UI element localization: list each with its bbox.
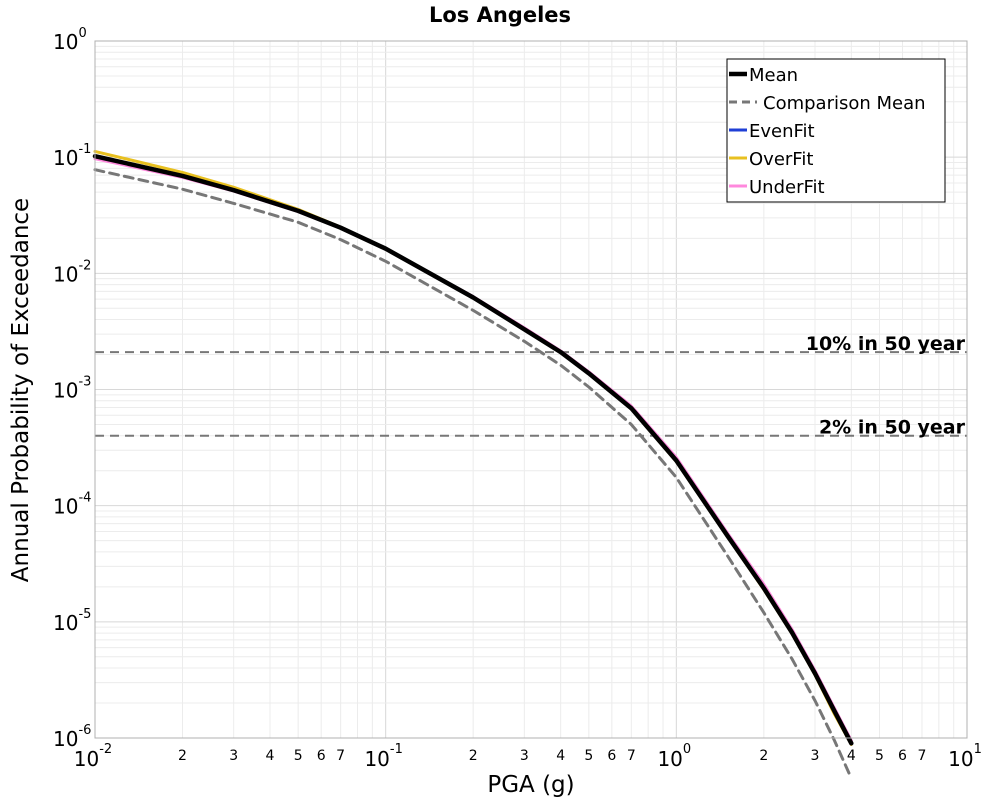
- legend-box: [726, 58, 946, 203]
- reference-line-label: 2% in 50 year: [819, 417, 966, 439]
- x-minor-tick-label: 5: [294, 748, 303, 764]
- y-tick-label: 10-3: [53, 375, 91, 403]
- x-tick-label: 100: [657, 742, 691, 771]
- legend: Mean Comparison Mean EvenFit OverFit UnderFi…: [726, 58, 946, 203]
- x-tick-label: 10-2: [74, 742, 112, 771]
- x-minor-tick-label: 3: [520, 748, 529, 764]
- x-minor-tick-label: 2: [469, 748, 478, 764]
- legend-label: OverFit: [749, 149, 813, 170]
- y-tick-label: 10-6: [53, 723, 91, 751]
- x-minor-tick-label: 4: [556, 748, 565, 764]
- chart-title: Los Angeles: [429, 3, 571, 27]
- x-minor-tick-label: 5: [875, 748, 884, 764]
- y-tick-label: 10-5: [53, 607, 91, 635]
- y-tick-label: 10-2: [53, 258, 91, 286]
- x-minor-tick-label: 7: [918, 748, 927, 764]
- legend-label: EvenFit: [749, 121, 815, 142]
- x-minor-tick-label: 2: [178, 748, 187, 764]
- grid: [94, 41, 967, 739]
- x-minor-tick-label: 6: [898, 748, 907, 764]
- x-minor-tick-label: 6: [317, 748, 326, 764]
- y-tick-label: 100: [53, 26, 87, 54]
- x-minor-tick-label: 4: [266, 748, 275, 764]
- x-minor-tick-label: 3: [811, 748, 820, 764]
- y-axis-ticks: 100 10-1 10-2 10-3 10-4 10-5 10-6: [53, 26, 91, 751]
- x-tick-label: 10-1: [364, 742, 402, 771]
- legend-label: UnderFit: [749, 177, 825, 198]
- x-tick-label: 101: [948, 742, 982, 771]
- reference-lines: 10% in 50 year 2% in 50 year: [95, 333, 967, 439]
- series-line-mean: [92, 153, 854, 746]
- y-tick-label: 10-1: [53, 142, 91, 170]
- x-minor-tick-label: 3: [229, 748, 238, 764]
- x-minor-tick-label: 6: [607, 748, 616, 764]
- legend-label: Comparison Mean: [763, 93, 926, 114]
- plot-frame: [94, 40, 968, 739]
- reference-line-label: 10% in 50 year: [806, 333, 966, 355]
- x-minor-tick-label: 7: [336, 748, 345, 764]
- x-minor-tick-label: 5: [584, 748, 593, 764]
- x-minor-tick-label: 4: [847, 748, 856, 764]
- x-axis-label: PGA (g): [487, 772, 574, 798]
- y-tick-label: 10-4: [53, 491, 91, 519]
- series-group: [92, 149, 854, 780]
- legend-label: Mean: [749, 65, 798, 86]
- y-axis-label: Annual Probability of Exceedance: [8, 198, 34, 582]
- series-line-comparison-mean: [93, 168, 853, 780]
- x-minor-tick-label: 2: [759, 748, 768, 764]
- x-minor-tick-label: 7: [627, 748, 636, 764]
